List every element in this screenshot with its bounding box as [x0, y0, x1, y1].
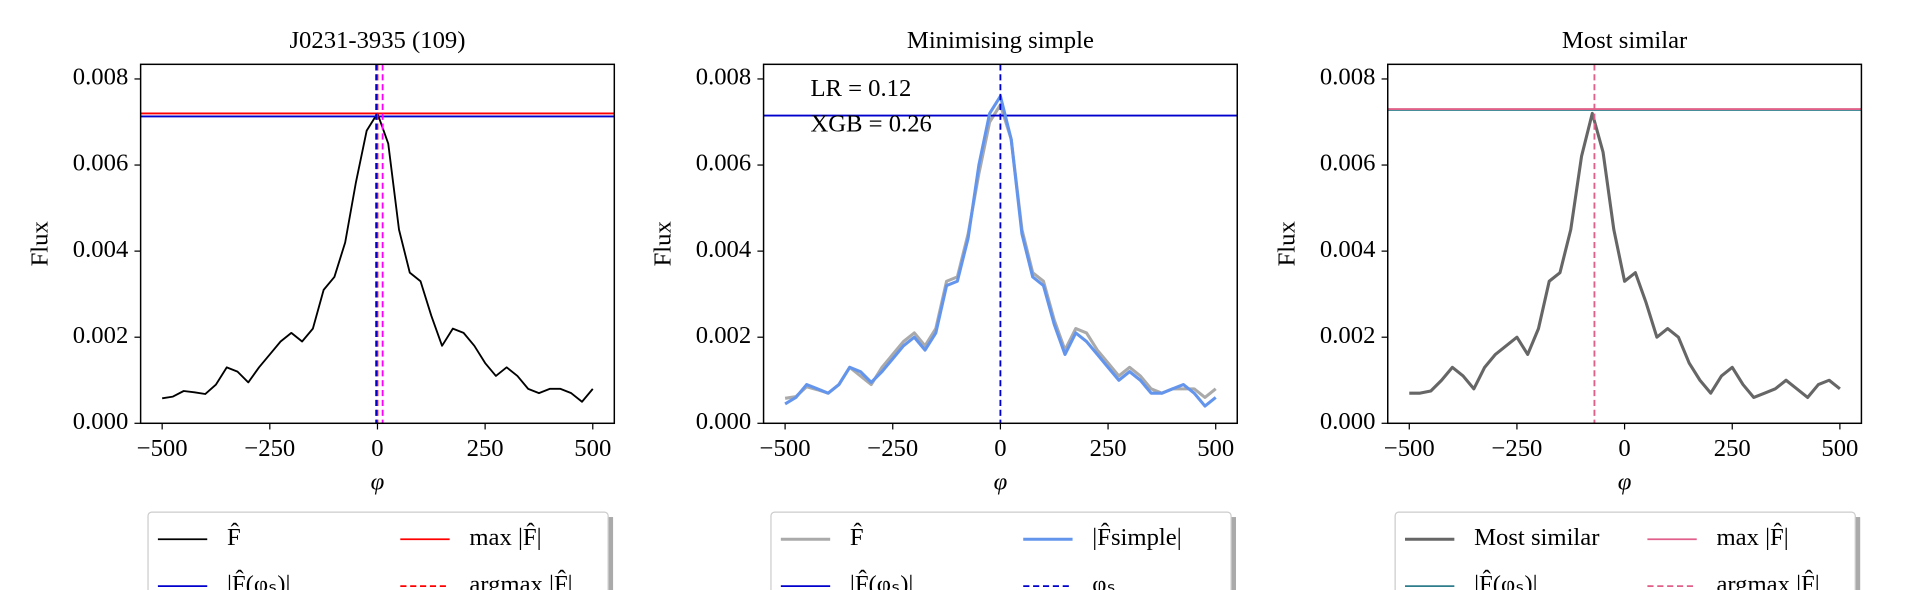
y-axis-label: Flux [1274, 221, 1301, 267]
x-tick-label: 0 [371, 435, 383, 462]
y-tick-label: 0.002 [696, 322, 751, 349]
chart-title: Most similar [1562, 27, 1687, 54]
x-tick-label: 0 [1618, 435, 1630, 462]
y-axis-label: Flux [27, 221, 54, 267]
legend-label: max |F̂| [469, 522, 541, 551]
legend-label: Most similar [1474, 524, 1599, 551]
legend-label: |F̂simple| [1092, 522, 1181, 551]
y-axis-label: Flux [650, 221, 677, 267]
plot-area [140, 64, 615, 424]
annotation: XGB = 0.26 [810, 111, 931, 138]
x-tick-label: 500 [1197, 435, 1234, 462]
legend-label: argmax |F̂| [1716, 569, 1819, 590]
x-tick-label: −250 [1491, 435, 1542, 462]
legend-label: argmax |F̂| [469, 569, 572, 590]
legend-label: |F̂(φₛ)| [850, 569, 913, 590]
x-tick-label: −500 [137, 435, 188, 462]
y-tick-label: 0.004 [696, 236, 751, 263]
y-tick-label: 0.000 [73, 408, 128, 435]
y-tick-label: 0.006 [73, 150, 128, 177]
legend-label: max |F̂| [1716, 522, 1788, 551]
y-tick-label: 0.000 [1320, 408, 1375, 435]
x-axis-label: φ [1618, 468, 1632, 495]
chart-title: Minimising simple [907, 27, 1094, 54]
y-tick-label: 0.004 [1320, 236, 1375, 263]
x-tick-label: 250 [467, 435, 504, 462]
y-tick-label: 0.000 [696, 408, 751, 435]
x-tick-label: −500 [760, 435, 811, 462]
x-tick-label: 500 [574, 435, 611, 462]
y-tick-label: 0.002 [73, 322, 128, 349]
legend-box [770, 511, 1232, 590]
y-tick-label: 0.004 [73, 236, 128, 263]
x-tick-label: 500 [1821, 435, 1858, 462]
y-tick-label: 0.008 [1320, 64, 1375, 91]
legend-label: F̂ [227, 522, 241, 551]
legend-label: φₛ [1092, 571, 1115, 590]
x-tick-label: −500 [1384, 435, 1435, 462]
legend-box [1394, 511, 1856, 590]
legend-label: |F̂(φₛ)| [1474, 569, 1537, 590]
y-tick-label: 0.008 [696, 64, 751, 91]
legend-label: |F̂(φₛ)| [227, 569, 290, 590]
x-tick-label: −250 [244, 435, 295, 462]
curve [784, 94, 1217, 408]
axes-frame [139, 63, 616, 425]
x-axis-label: φ [994, 468, 1008, 495]
axes-frame [1387, 63, 1863, 425]
curve [1409, 111, 1841, 400]
plot-area [763, 64, 1238, 424]
y-tick-label: 0.002 [1320, 322, 1375, 349]
x-tick-label: 0 [994, 435, 1006, 462]
x-tick-label: −250 [867, 435, 918, 462]
plot-area [1387, 64, 1862, 424]
x-axis-label: φ [371, 468, 385, 495]
chart-title: J0231-3935 (109) [289, 27, 465, 54]
y-tick-label: 0.008 [73, 64, 128, 91]
y-tick-label: 0.006 [696, 150, 751, 177]
y-tick-label: 0.006 [1320, 150, 1375, 177]
legend-box [147, 511, 609, 590]
legend-label: F̂ [850, 522, 864, 551]
annotation: LR = 0.12 [810, 75, 911, 102]
x-tick-label: 250 [1714, 435, 1751, 462]
x-tick-label: 250 [1090, 435, 1127, 462]
axes-frame [762, 63, 1238, 425]
